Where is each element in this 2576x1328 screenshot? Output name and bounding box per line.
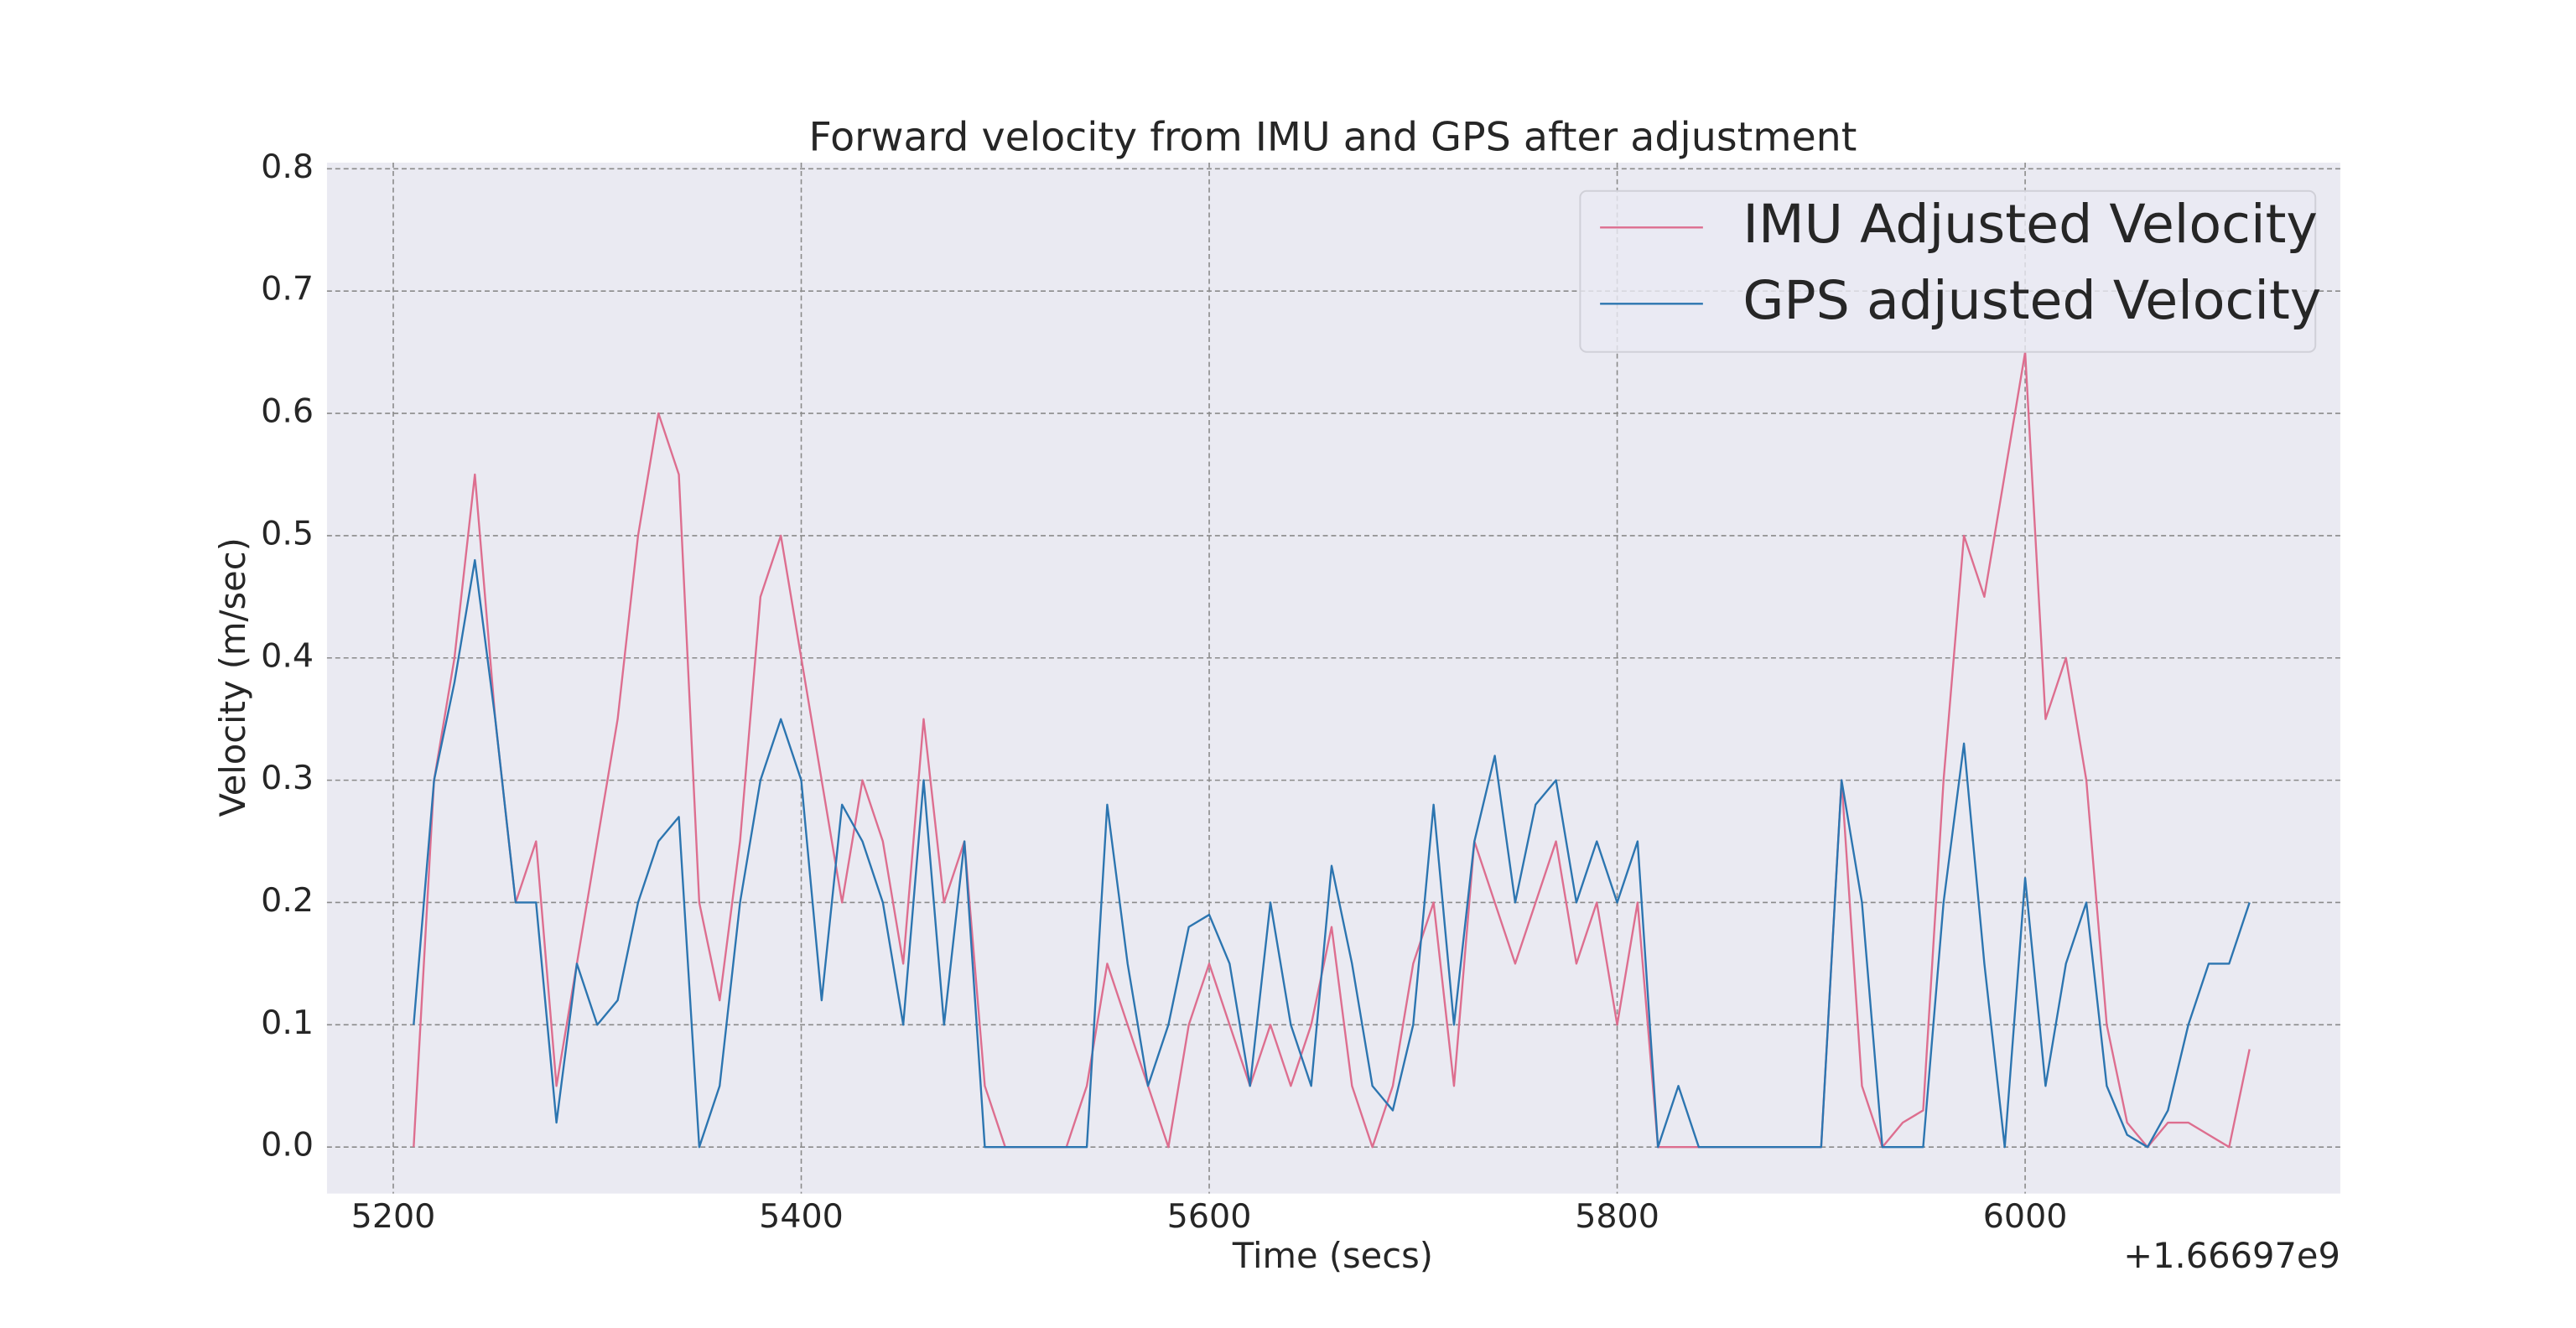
y-tick-label: 0.2 (261, 881, 314, 920)
data-line (413, 350, 2251, 1149)
x-tick-label: 5800 (1575, 1197, 1659, 1236)
y-tick-label: 0.7 (261, 270, 314, 309)
y-tick-label: 0.1 (261, 1004, 314, 1042)
y-tick-label: 0.5 (261, 514, 314, 552)
y-tick-label: 0.3 (261, 759, 314, 797)
legend-label: IMU Adjusted Velocity (1742, 193, 2318, 255)
x-tick-label: 5600 (1167, 1197, 1252, 1236)
y-tick-label: 0.4 (261, 636, 314, 675)
x-axis-label: Time (secs) (1232, 1235, 1433, 1276)
y-tick-label: 0.8 (261, 148, 314, 186)
x-tick-label: 5200 (351, 1197, 436, 1236)
y-tick-label: 0.6 (261, 392, 314, 431)
y-tick-label: 0.0 (261, 1126, 314, 1165)
x-tick-label: 6000 (1983, 1197, 2068, 1236)
x-tick-label: 5400 (759, 1197, 844, 1236)
legend: IMU Adjusted Velocity GPS adjusted Veloci… (1579, 189, 2321, 353)
legend-box (1579, 189, 2317, 353)
data-line (413, 558, 2251, 1149)
legend-label: GPS adjusted Velocity (1742, 269, 2321, 331)
chart-title: Forward velocity from IMU and GPS after … (808, 114, 1857, 160)
x-offset-label: +1.66697e9 (2123, 1235, 2340, 1276)
y-axis-label: Velocity (m/sec) (212, 537, 253, 817)
